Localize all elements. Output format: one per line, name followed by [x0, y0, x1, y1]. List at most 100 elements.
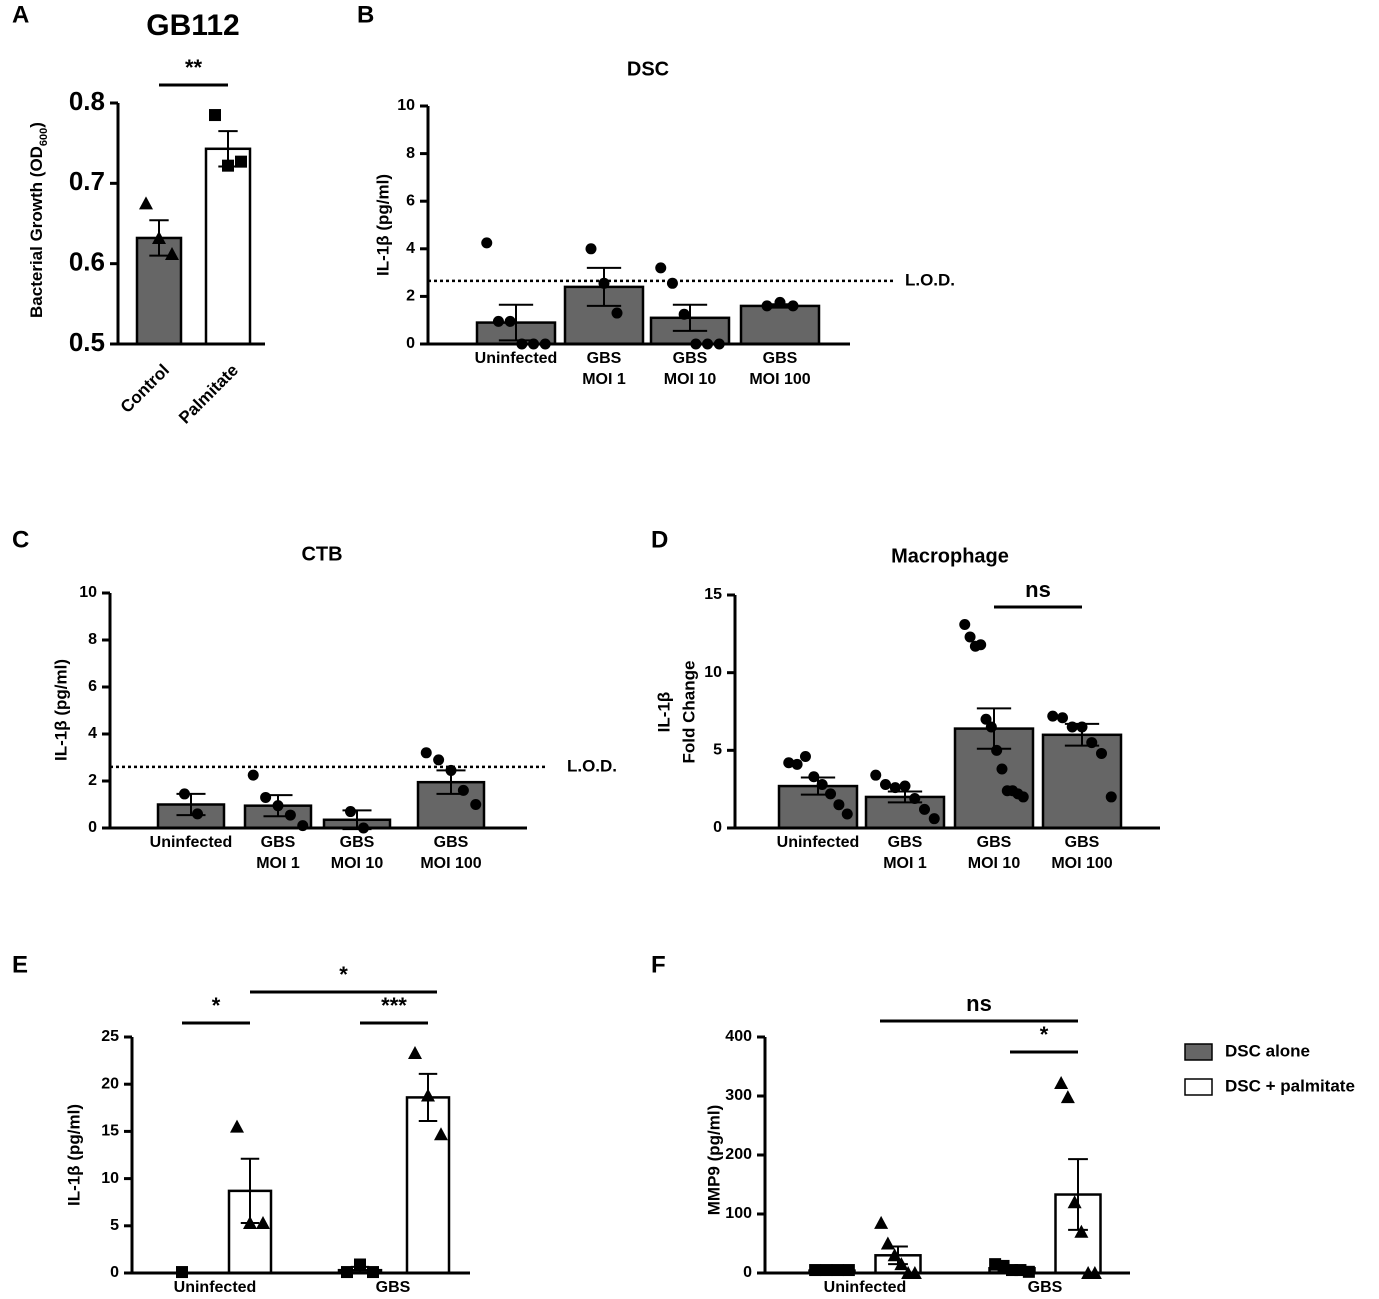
- data-point: [678, 308, 690, 320]
- y-tick-label: 5: [713, 742, 722, 759]
- y-tick-label: 0.6: [69, 247, 105, 277]
- x-tick-label: GBS: [587, 350, 622, 367]
- data-point: [1105, 791, 1117, 803]
- y-tick-label: 0: [713, 819, 722, 836]
- data-point: [899, 780, 911, 792]
- data-point: [985, 721, 997, 733]
- x-tick-label: MOI 1: [582, 371, 626, 388]
- y-tick-label: 20: [101, 1075, 119, 1092]
- bar: [1041, 733, 1123, 830]
- data-point: [783, 757, 795, 769]
- data-point: [179, 788, 190, 800]
- data-point: [1074, 1224, 1089, 1238]
- x-tick-label: GBS: [1065, 834, 1100, 851]
- bar: [739, 304, 821, 346]
- chart-title: CTB: [301, 543, 342, 565]
- data-point: [235, 155, 247, 168]
- error-bar: [1068, 1158, 1088, 1231]
- data-point: [433, 754, 445, 766]
- lod-label: L.O.D.: [567, 756, 617, 775]
- y-tick-label: 2: [88, 772, 97, 789]
- data-point: [1067, 1195, 1082, 1209]
- data-point: [256, 1215, 270, 1229]
- y-tick-label: 0: [110, 1264, 119, 1281]
- data-point: [774, 296, 786, 308]
- x-tick-label: GBS: [888, 834, 923, 851]
- data-point: [874, 1215, 889, 1229]
- data-point: [1054, 1076, 1069, 1090]
- y-tick-label: 10: [397, 97, 415, 114]
- y-tick-label: 300: [725, 1087, 752, 1104]
- x-tick-label: MOI 100: [749, 371, 810, 388]
- x-tick-label: MOI 10: [331, 855, 384, 872]
- x-tick-label: Uninfected: [824, 1279, 907, 1296]
- data-point: [504, 315, 516, 327]
- legend-swatch: [1184, 1043, 1213, 1061]
- data-point: [247, 769, 259, 781]
- data-point: [980, 713, 992, 725]
- data-point: [975, 639, 987, 651]
- data-point: [354, 1258, 366, 1271]
- y-axis-label: Fold Change: [679, 661, 698, 764]
- data-point: [928, 813, 940, 825]
- bar: [405, 1096, 451, 1275]
- y-tick-label: 8: [406, 145, 415, 162]
- significance-label: **: [185, 55, 203, 80]
- y-tick-label: 8: [88, 631, 97, 648]
- data-point: [209, 109, 221, 122]
- data-point: [272, 800, 284, 812]
- x-tick-label: MOI 10: [664, 371, 717, 388]
- data-point: [894, 1257, 909, 1271]
- y-tick-label: 400: [725, 1028, 752, 1045]
- y-axis-label: IL-1β (pg/ml): [51, 659, 70, 761]
- data-point: [139, 196, 153, 210]
- data-point: [887, 1248, 902, 1262]
- x-tick-label: MOI 100: [1051, 855, 1112, 872]
- significance-label: ***: [381, 993, 407, 1018]
- y-axis-label: IL-1β (pg/ml): [373, 174, 392, 276]
- data-point: [408, 1046, 422, 1060]
- data-point: [230, 1119, 244, 1133]
- y-tick-label: 15: [704, 586, 722, 603]
- x-tick-label: Uninfected: [174, 1279, 257, 1296]
- significance-label: *: [1040, 1022, 1049, 1047]
- data-point: [1057, 712, 1068, 724]
- data-point: [808, 771, 820, 783]
- data-point: [870, 769, 882, 781]
- x-tick-label: GBS: [340, 834, 375, 851]
- significance-label: *: [339, 962, 348, 987]
- data-point: [165, 247, 179, 261]
- data-point: [192, 808, 203, 820]
- y-tick-label: 200: [725, 1146, 752, 1163]
- y-tick-label: 25: [101, 1028, 119, 1045]
- y-tick-label: 2: [406, 288, 415, 305]
- x-tick-label: MOI 1: [256, 855, 300, 872]
- chart-title: GB112: [146, 9, 239, 42]
- data-point: [666, 277, 678, 289]
- y-tick-label: 0.7: [69, 166, 105, 196]
- y-tick-label: 0: [743, 1264, 752, 1281]
- data-point: [598, 277, 610, 289]
- data-point: [1017, 791, 1029, 803]
- y-tick-label: 5: [110, 1217, 119, 1234]
- x-tick-label: MOI 100: [420, 855, 481, 872]
- data-point: [909, 792, 921, 804]
- data-point: [761, 300, 773, 312]
- data-point: [889, 782, 901, 794]
- data-point: [959, 619, 971, 631]
- data-point: [481, 237, 493, 249]
- x-tick-label: Uninfected: [150, 834, 233, 851]
- y-axis-label: MMP9 (pg/ml): [704, 1105, 723, 1216]
- data-point: [1066, 721, 1078, 733]
- panel-letter: E: [12, 951, 28, 978]
- data-point: [222, 159, 234, 172]
- y-axis-label: Bacterial Growth (OD600): [27, 122, 49, 318]
- data-point: [825, 788, 837, 800]
- lod-label: L.O.D.: [905, 270, 955, 289]
- data-point: [791, 758, 803, 770]
- data-point: [799, 751, 811, 763]
- data-point: [611, 307, 623, 319]
- data-point: [787, 300, 799, 312]
- error-bar: [498, 303, 534, 342]
